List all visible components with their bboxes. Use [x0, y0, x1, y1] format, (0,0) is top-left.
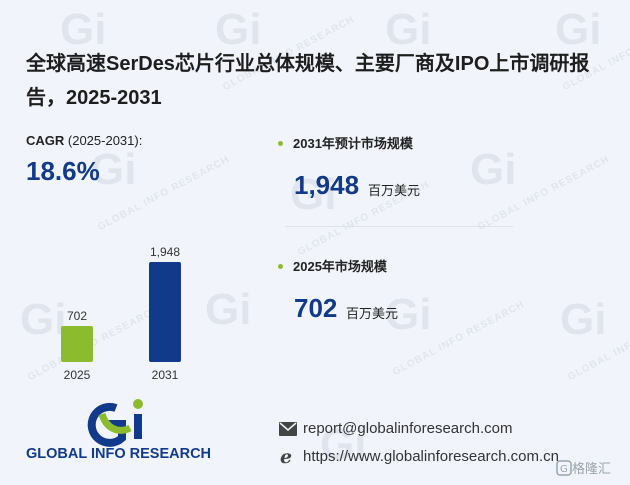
- svg-text:G: G: [560, 464, 568, 475]
- logo: GLOBAL INFO RESEARCH: [26, 398, 226, 468]
- divider: [285, 226, 513, 227]
- tick-label-2031: 2031: [152, 368, 179, 382]
- metric-2031-label: 2031年预计市场规模: [278, 133, 413, 152]
- svg-text:e: e: [280, 447, 292, 465]
- bar-2031: [149, 262, 181, 362]
- bar-chart: 702 2025 1,948 2031: [61, 245, 181, 382]
- email-contact: report@globalinforesearch.com: [279, 420, 513, 437]
- metric-2031-value: 1,948: [294, 170, 360, 200]
- metric-2025-label: 2025年市场规模: [278, 256, 387, 275]
- page-title: 全球高速SerDes芯片行业总体规模、主要厂商及IPO上市调研报告，2025-2…: [26, 53, 590, 109]
- browser-icon: e: [280, 447, 292, 465]
- metric-2031-unit: 百万美元: [368, 183, 421, 198]
- watermark: Gi: [385, 5, 432, 54]
- metric-2031-label-text: 2031年预计市场规模: [293, 136, 413, 151]
- corner-watermark: G 格隆汇: [556, 458, 611, 477]
- logo-text: GLOBAL INFO RESEARCH: [26, 446, 211, 462]
- data-label-2031: 1,948: [150, 245, 180, 259]
- metric-2025-unit: 百万美元: [346, 306, 399, 321]
- gelonghui-text: 格隆汇: [572, 461, 612, 476]
- bar-2025: [61, 325, 93, 362]
- gelonghui-icon: G: [556, 459, 572, 476]
- bullet-icon: [278, 264, 283, 270]
- data-label-2025: 702: [67, 309, 87, 323]
- cagr-period: (2025-2031):: [64, 133, 143, 148]
- cagr-label: CAGR (2025-2031):: [26, 133, 142, 148]
- tick-label-2025: 2025: [64, 368, 91, 382]
- metric-2025-label-text: 2025年市场规模: [293, 259, 387, 274]
- email-icon: [279, 421, 297, 436]
- metric-2025-value: 702: [294, 293, 338, 323]
- cagr-value: 18.6%: [26, 156, 100, 186]
- bullet-icon: [278, 141, 283, 147]
- watermark: Gi: [60, 5, 107, 54]
- email-text[interactable]: report@globalinforesearch.com: [303, 420, 513, 437]
- website-text[interactable]: https://www.globalinforesearch.com.cn: [303, 447, 559, 465]
- logo-mark: GLOBAL INFO RESEARCH: [26, 399, 211, 462]
- website-contact: e https://www.globalinforesearch.com.cn: [279, 447, 559, 465]
- cagr-label-text: CAGR: [26, 133, 65, 148]
